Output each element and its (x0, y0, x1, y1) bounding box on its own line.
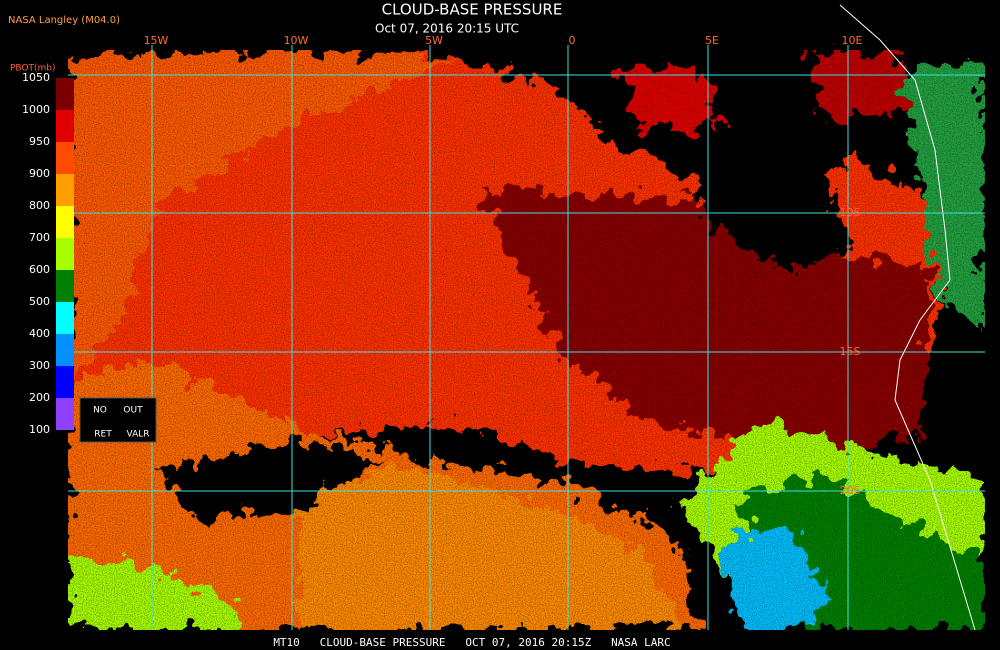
legend-swatch (56, 78, 74, 110)
legend-note-box (79, 397, 157, 443)
source-label: NASA Langley (M04.0) (8, 15, 120, 26)
legend-tick-label: 1050 (22, 71, 50, 84)
latitude-label: 15S (840, 345, 861, 358)
longitude-label: 5W (425, 34, 443, 47)
legend-tick-label: 500 (29, 295, 50, 308)
legend-swatch (56, 270, 74, 302)
legend-tick-label: 200 (29, 391, 50, 404)
legend-note: VALR (126, 430, 149, 440)
legend-swatch (56, 398, 74, 430)
legend-tick-label: 700 (29, 231, 50, 244)
latitude-label: 10S (840, 206, 861, 219)
legend-tick-label: 950 (29, 135, 50, 148)
legend-note: OUT (123, 406, 143, 416)
coastline (839, 4, 976, 631)
legend-note: NO (93, 406, 107, 416)
legend-swatch (56, 174, 74, 206)
graticule-labels: 15W 10W 5W 0 5E 10E 10S 15S 20S (144, 34, 863, 497)
legend-title: PBOT(mb) (10, 64, 56, 74)
graticule (68, 45, 985, 630)
longitude-label: 0 (569, 34, 576, 47)
legend: 1050 1000 950 900 800 700 600 500 400 300 200 100 NO… (22, 71, 157, 443)
legend-swatch (56, 206, 74, 238)
legend-swatch (56, 238, 74, 270)
legend-swatch (56, 366, 74, 398)
speckle (68, 45, 985, 630)
legend-note: RET (94, 430, 112, 440)
legend-swatch (56, 110, 74, 142)
legend-tick-label: 400 (29, 327, 50, 340)
legend-tick-label: 900 (29, 167, 50, 180)
legend-swatch (56, 142, 74, 174)
longitude-label: 10E (842, 34, 863, 47)
legend-swatch (56, 302, 74, 334)
title: CLOUD-BASE PRESSURE (382, 1, 563, 19)
footer: MT10 CLOUD-BASE PRESSURE OCT 07, 2016 20… (273, 636, 670, 649)
legend-tick-label: 800 (29, 199, 50, 212)
longitude-label: 15W (144, 34, 169, 47)
legend-tick-label: 100 (29, 423, 50, 436)
legend-tick-label: 600 (29, 263, 50, 276)
subtitle: Oct 07, 2016 20:15 UTC (375, 22, 519, 36)
legend-tick-label: 1000 (22, 103, 50, 116)
latitude-label: 20S (840, 484, 861, 497)
legend-swatch (56, 334, 74, 366)
longitude-label: 10W (284, 34, 309, 47)
legend-tick-label: 300 (29, 359, 50, 372)
longitude-label: 5E (705, 34, 719, 47)
